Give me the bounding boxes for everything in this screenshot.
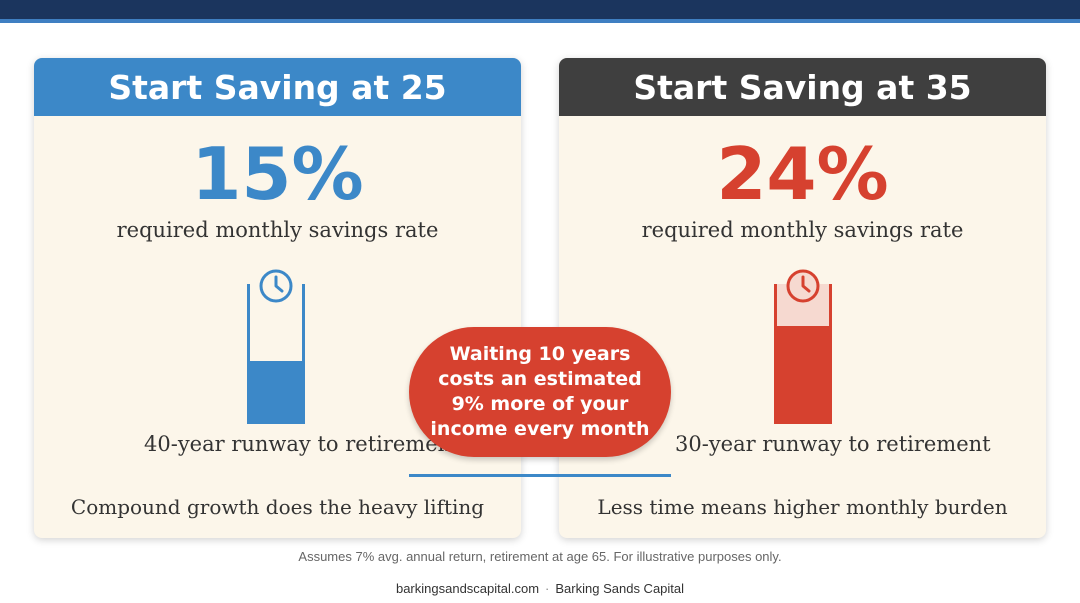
footer: barkingsandscapital.com · Barking Sands Ca… <box>0 581 1080 596</box>
footer-separator: · <box>545 581 550 596</box>
website-link[interactable]: barkingsandscapital.com <box>395 581 540 596</box>
company-name: Barking Sands Capital <box>555 581 685 596</box>
top-banner-accent <box>0 19 1080 23</box>
card-title: Start Saving at 25 <box>34 58 521 116</box>
savings-rate-label: required monthly savings rate <box>116 218 439 242</box>
start-at-25-card: Start Saving at 25 15% required monthly … <box>34 58 521 538</box>
start-at-35-card: Start Saving at 35 24% required monthly … <box>559 58 1046 538</box>
card-tagline: Less time means higher monthly burden <box>597 495 1008 519</box>
runway-label: 40-year runway to retirement <box>144 432 460 456</box>
gauge-fill <box>774 326 832 424</box>
savings-gauge <box>247 269 305 424</box>
runway-label: 30-year runway to retirement <box>675 432 991 456</box>
savings-gauge <box>774 269 832 424</box>
clock-icon <box>259 269 293 303</box>
gauge-tube <box>247 284 305 424</box>
callout-divider <box>409 474 671 477</box>
savings-rate-label: required monthly savings rate <box>641 218 964 242</box>
gauge-fill <box>247 361 305 424</box>
cost-of-waiting-callout: Waiting 10 years costs an estimated 9% m… <box>409 327 671 457</box>
savings-rate-value: 24% <box>716 132 889 216</box>
top-banner <box>0 0 1080 19</box>
card-tagline: Compound growth does the heavy lifting <box>70 495 485 519</box>
savings-rate-value: 15% <box>191 132 364 216</box>
callout-text: Waiting 10 years costs an estimated 9% m… <box>430 343 650 440</box>
clock-icon <box>786 269 820 303</box>
assumptions-footnote: Assumes 7% avg. annual return, retiremen… <box>298 549 782 564</box>
card-title: Start Saving at 35 <box>559 58 1046 116</box>
